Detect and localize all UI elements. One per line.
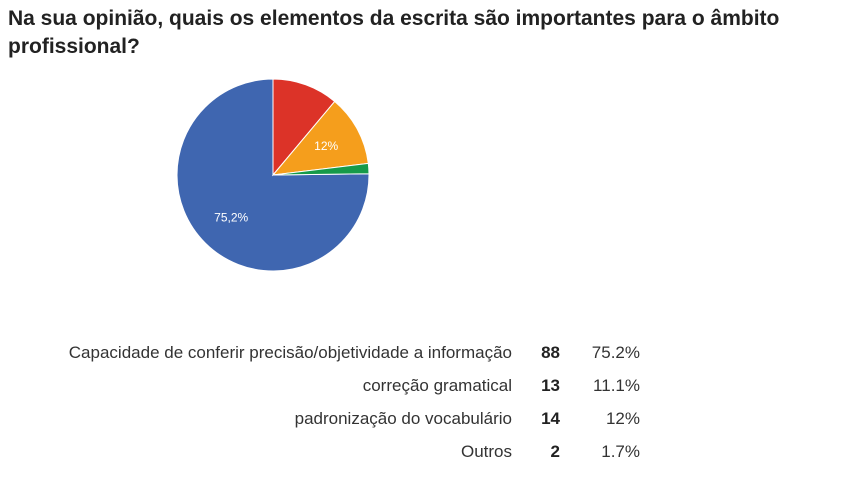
slice-precisao (176, 78, 370, 272)
legend-count: 2 (550, 441, 560, 461)
slice-label: 12% (314, 139, 338, 153)
legend-percent: 12% (605, 408, 640, 428)
legend-row: Capacidade de conferir precisão/objetivi… (0, 336, 640, 369)
legend-count: 13 (541, 375, 560, 395)
slice-outros (272, 162, 370, 176)
chart-title: Na sua opinião, quais os elementos da es… (8, 7, 780, 58)
legend-percent: 1.7% (601, 441, 640, 461)
legend-count: 14 (541, 408, 560, 428)
slice-label: 75,2% (214, 210, 248, 224)
legend-row: correção gramatical 13 11.1% (0, 369, 640, 402)
legend-count: 88 (541, 342, 560, 362)
legend-percent: 11.1% (593, 375, 640, 395)
legend-label: padronização do vocabulário (294, 408, 512, 428)
legend-percent: 75.2% (591, 342, 640, 362)
legend-table: Capacidade de conferir precisão/objetivi… (0, 336, 640, 468)
legend-label: Capacidade de conferir precisão/objetivi… (68, 342, 512, 362)
legend-label: Outros (460, 441, 512, 461)
slice-padronizacao (271, 100, 369, 176)
legend-row: padronização do vocabulário 14 12% (0, 402, 640, 435)
legend-row: Outros 2 1.7% (0, 435, 640, 468)
pie-chart: 75,2% 12% (176, 78, 370, 272)
legend-label: correção gramatical (362, 375, 512, 395)
slice-correcao (272, 78, 336, 177)
